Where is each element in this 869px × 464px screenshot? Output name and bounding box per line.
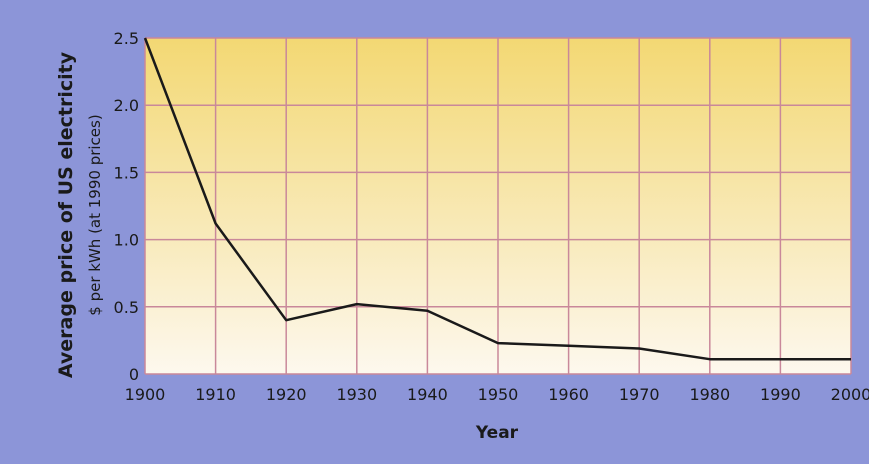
- x-tick-label: 1970: [619, 385, 660, 404]
- x-tick-labels: 1900 1910 1920 1930 1940 1950 1960 1970 1980 1990…: [125, 385, 869, 404]
- x-tick-label: 1920: [266, 385, 307, 404]
- y-tick-label: 1.0: [114, 231, 139, 250]
- x-tick-label: 1910: [195, 385, 236, 404]
- x-tick-label: 1900: [125, 385, 166, 404]
- y-tick-label: 1.5: [114, 163, 139, 182]
- x-axis-title: Year: [475, 423, 519, 443]
- series-line: [143, 37, 851, 361]
- x-tick-label: 1980: [689, 385, 730, 404]
- x-tick-label: 1930: [336, 385, 377, 404]
- y-axis-subtitle: $ per kWh (at 1990 prices): [86, 114, 104, 315]
- y-tick-labels: 0 0.5 1.0 1.5 2.0 2.5: [114, 29, 139, 384]
- y-tick-label: 0.5: [114, 298, 139, 317]
- y-tick-label: 2.0: [114, 96, 139, 115]
- x-tick-label: 1960: [548, 385, 589, 404]
- x-tick-label: 1940: [407, 385, 448, 404]
- x-tick-label: 2000: [831, 385, 869, 404]
- y-tick-label: 0: [129, 365, 139, 384]
- x-tick-label: 1950: [478, 385, 519, 404]
- x-tick-label: 1990: [760, 385, 801, 404]
- y-tick-label: 2.5: [114, 29, 139, 48]
- grid-lines: [144, 37, 852, 375]
- y-axis-title: Average price of US electricity: [55, 51, 77, 378]
